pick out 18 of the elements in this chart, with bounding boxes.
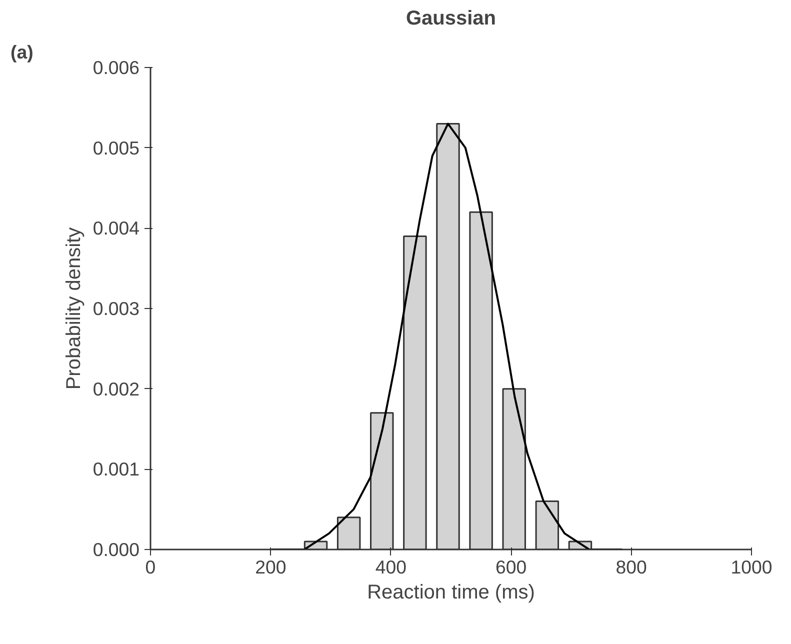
y-tick-label: 0.004: [92, 218, 140, 239]
x-tick-label: 0: [145, 556, 156, 578]
x-tick-label: 800: [616, 556, 647, 578]
text: (a): [10, 42, 34, 62]
y-tick-label: 0.005: [92, 137, 140, 158]
y-tick-label: 0.001: [92, 458, 140, 480]
y-tick-label: 0.003: [92, 298, 140, 319]
y-tick-label: 0.000: [92, 539, 140, 560]
chart-title: Gaussian: [406, 8, 496, 30]
y-axis-title: Probability density: [62, 227, 85, 390]
x-tick-label: 200: [255, 556, 286, 578]
x-tick-label: 400: [375, 556, 406, 578]
x-axis-title: Reaction time (ms): [367, 582, 535, 604]
line-series: [270, 122, 624, 550]
x-tick-label: 1000: [730, 556, 772, 578]
y-tick-label: 0.006: [92, 57, 140, 78]
x-tick-label: 600: [496, 556, 527, 578]
y-tick-label: 0.002: [92, 378, 140, 400]
